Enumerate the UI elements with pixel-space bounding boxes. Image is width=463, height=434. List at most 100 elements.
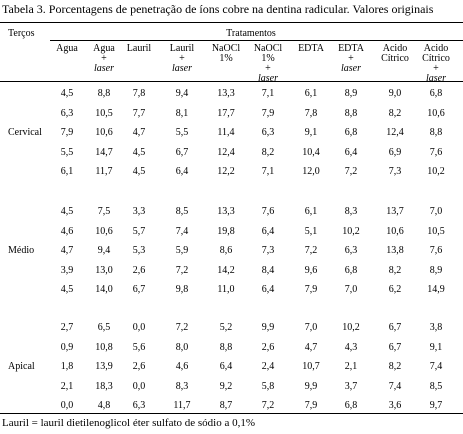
cell: 10,4 <box>302 146 320 158</box>
column-header: + <box>433 63 439 74</box>
cell: 12,4 <box>217 146 235 158</box>
cell: 8,8 <box>344 107 358 119</box>
cell: 10,6 <box>386 225 404 237</box>
cell: 13,7 <box>386 206 404 217</box>
cell: 5,9 <box>175 245 189 256</box>
cell: 14,7 <box>95 146 113 158</box>
cell: 8,8 <box>429 127 443 138</box>
cell: 11,0 <box>217 284 235 295</box>
cell: 19,8 <box>217 225 235 237</box>
cell: 7,1 <box>261 166 275 177</box>
cell: 5,8 <box>261 380 275 392</box>
cell: 6,1 <box>304 88 318 99</box>
cell: 3,6 <box>388 400 402 411</box>
column-header-emphasis: laser <box>94 63 114 74</box>
row-group-label: Apical <box>8 361 35 372</box>
group-rule <box>50 40 463 41</box>
cell: 2,1 <box>60 380 74 392</box>
cell: 14,2 <box>217 264 235 276</box>
cell: 9,9 <box>304 380 318 392</box>
cell: 8,9 <box>429 264 443 276</box>
cell: 4,7 <box>132 127 146 138</box>
cell: 6,4 <box>175 166 189 177</box>
cell: 5,2 <box>219 322 233 333</box>
cell: 7,0 <box>304 322 318 333</box>
cell: 17,7 <box>217 107 235 119</box>
cell: 7,4 <box>429 361 443 372</box>
cell: 7,9 <box>261 107 275 119</box>
cell: 3,3 <box>132 206 146 217</box>
cell: 4,5 <box>60 206 74 217</box>
cell: 8,8 <box>219 341 233 353</box>
cell: 6,7 <box>388 341 402 353</box>
cell: 4,7 <box>60 245 74 256</box>
cell: 11,7 <box>95 166 113 177</box>
cell: 10,8 <box>95 341 113 353</box>
cell: 9,6 <box>304 264 318 276</box>
column-header: Cítrico <box>381 53 409 64</box>
cell: 8,3 <box>344 206 358 217</box>
cell: 7,9 <box>304 284 318 295</box>
cell: 4,8 <box>97 400 111 411</box>
cell: 7,9 <box>60 127 74 138</box>
cell: 7,5 <box>97 206 111 217</box>
cell: 9,2 <box>219 380 233 392</box>
group-header: Tratamentos <box>226 28 276 39</box>
cell: 7,2 <box>175 264 189 276</box>
cell: 4,6 <box>175 361 189 372</box>
column-header-emphasis: laser <box>258 73 278 84</box>
cell: 10,6 <box>95 225 113 237</box>
cell: 7,2 <box>304 245 318 256</box>
cell: 12,2 <box>217 166 235 177</box>
column-header-emphasis: laser <box>341 63 361 74</box>
cell: 6,4 <box>344 146 358 158</box>
cell: 8,1 <box>175 107 189 119</box>
cell: 6,4 <box>219 361 233 372</box>
cell: 6,5 <box>97 322 111 333</box>
bottom-rule <box>0 413 463 414</box>
column-header: EDTA <box>338 43 364 54</box>
cell: 8,7 <box>219 400 233 411</box>
cell: 11,7 <box>173 400 191 411</box>
cell: 4,7 <box>304 341 318 353</box>
cell: 4,5 <box>60 284 74 295</box>
cell: 10,6 <box>95 127 113 138</box>
column-header: 1% <box>219 53 233 64</box>
cell: 13,3 <box>217 88 235 99</box>
column-header: + <box>179 53 185 64</box>
cell: 7,6 <box>261 206 275 217</box>
cell: 8,2 <box>388 264 402 276</box>
cell: 6,3 <box>344 245 358 256</box>
column-header: Cítrico <box>422 53 450 64</box>
column-header: + <box>265 63 271 74</box>
cell: 9,8 <box>175 284 189 295</box>
cell: 10,2 <box>427 166 445 177</box>
cell: 5,6 <box>132 341 146 353</box>
cell: 5,5 <box>175 127 189 138</box>
cell: 14,0 <box>95 284 113 295</box>
cell: 10,2 <box>342 322 360 333</box>
cell: 6,7 <box>388 322 402 333</box>
cell: 13,3 <box>217 206 235 217</box>
cell: 6,3 <box>60 107 74 119</box>
cell: 13,9 <box>95 361 113 372</box>
cell: 6,8 <box>344 400 358 411</box>
cell: 9,7 <box>429 400 443 411</box>
cell: 18,3 <box>95 380 113 392</box>
cell: 3,8 <box>429 322 443 333</box>
cell: 2,6 <box>132 361 146 372</box>
cell: 7,8 <box>132 88 146 99</box>
column-header: 1% <box>261 53 275 64</box>
cell: 5,5 <box>60 146 74 158</box>
cell: 9,1 <box>429 341 443 353</box>
cell: 6,8 <box>344 264 358 276</box>
cell: 5,3 <box>132 245 146 256</box>
cell: 9,4 <box>97 245 111 256</box>
cell: 2,1 <box>344 361 358 372</box>
cell: 10,5 <box>95 107 113 119</box>
column-header: Acido <box>382 43 408 54</box>
cell: 6,2 <box>388 284 402 295</box>
cell: 4,3 <box>344 341 358 353</box>
column-header-emphasis: laser <box>172 63 192 74</box>
